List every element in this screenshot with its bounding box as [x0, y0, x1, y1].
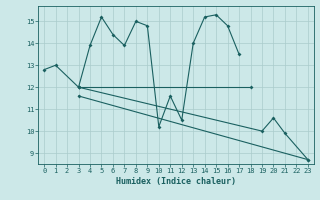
X-axis label: Humidex (Indice chaleur): Humidex (Indice chaleur) [116, 177, 236, 186]
